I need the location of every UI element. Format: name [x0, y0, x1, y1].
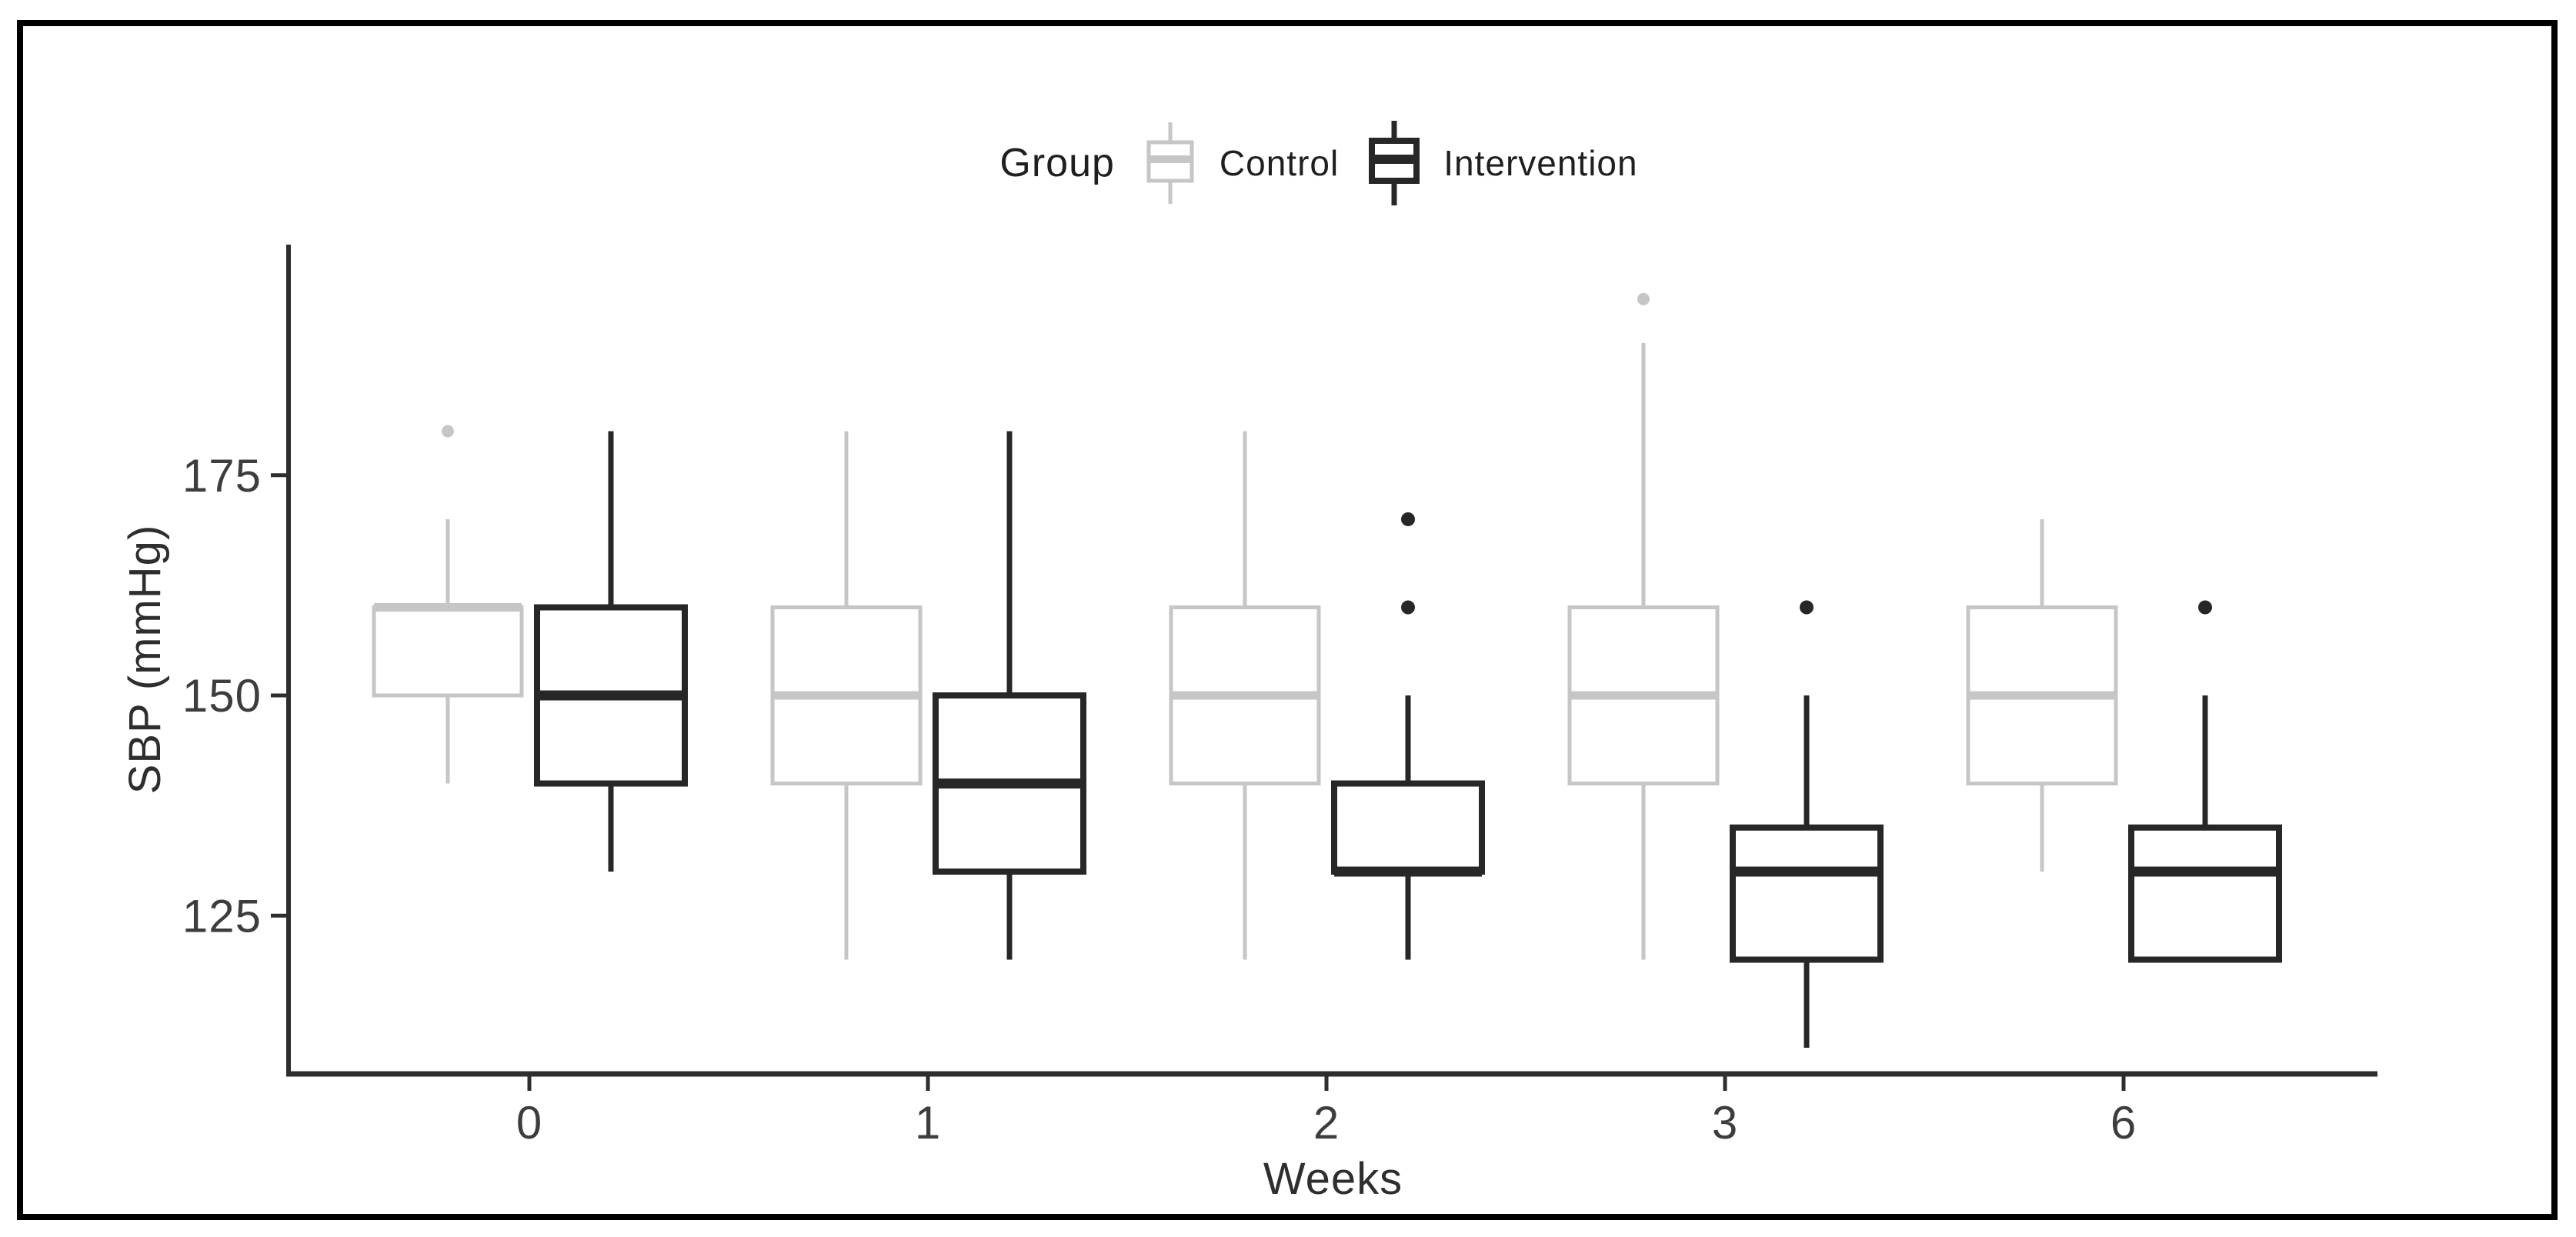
x-tick-label: 3	[1712, 1097, 1738, 1149]
x-axis-title: Weeks	[1263, 1154, 1403, 1204]
outlier-intervention-week-3	[1800, 600, 1814, 615]
outlier-control-week-0	[442, 425, 454, 438]
outlier-control-week-3	[1637, 292, 1650, 305]
legend-title: Group	[999, 141, 1115, 185]
y-tick-label: 150	[182, 670, 262, 722]
intervention-boxplot-key-icon	[1369, 121, 1420, 205]
box-intervention-week-6	[2128, 824, 2282, 963]
y-tick-label: 125	[182, 890, 262, 942]
outlier-intervention-week-2	[1401, 512, 1415, 526]
control-boxplot-key-icon	[1146, 122, 1194, 204]
x-tick-label: 2	[1313, 1097, 1340, 1149]
y-axis-title: SBP (mmHg)	[120, 525, 170, 795]
outlier-intervention-week-2	[1401, 600, 1415, 615]
legend-item-control: Control	[1141, 118, 1339, 208]
x-tick-label: 1	[915, 1097, 941, 1149]
legend-label-control: Control	[1219, 143, 1340, 183]
legend-item-intervention: Intervention	[1365, 118, 1637, 208]
box-control-week-0	[372, 605, 524, 698]
x-tick-label: 6	[2111, 1097, 2137, 1149]
x-tick-label: 0	[516, 1097, 542, 1149]
y-tick-label: 175	[182, 450, 262, 502]
box-intervention-week-3	[1730, 824, 1884, 963]
outlier-intervention-week-6	[2198, 600, 2212, 615]
box-intervention-week-2	[1331, 780, 1485, 875]
legend-label-intervention: Intervention	[1443, 143, 1638, 183]
legend: Group Control Intervention	[0, 117, 2576, 209]
